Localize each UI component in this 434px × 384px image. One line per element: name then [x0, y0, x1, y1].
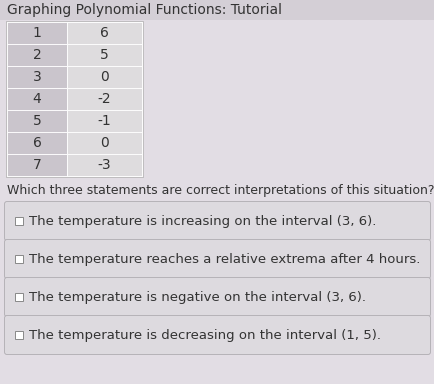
- Bar: [7, 88, 67, 110]
- Bar: [15, 331, 23, 339]
- Bar: [67, 66, 141, 88]
- Text: 0: 0: [100, 136, 108, 150]
- Text: -2: -2: [98, 92, 111, 106]
- Bar: [67, 132, 141, 154]
- Bar: [7, 66, 67, 88]
- Bar: [0, 0, 434, 20]
- Bar: [7, 132, 67, 154]
- FancyBboxPatch shape: [4, 278, 430, 316]
- Text: The temperature is decreasing on the interval (1, 5).: The temperature is decreasing on the int…: [29, 328, 380, 341]
- Text: -3: -3: [98, 158, 111, 172]
- Text: Which three statements are correct interpretations of this situation?: Which three statements are correct inter…: [7, 184, 434, 197]
- Bar: [67, 44, 141, 66]
- Bar: [67, 110, 141, 132]
- Text: 1: 1: [33, 26, 41, 40]
- FancyBboxPatch shape: [4, 202, 430, 240]
- Text: 2: 2: [33, 48, 41, 62]
- Text: The temperature is negative on the interval (3, 6).: The temperature is negative on the inter…: [29, 291, 365, 303]
- Bar: [67, 22, 141, 44]
- Text: Graphing Polynomial Functions: Tutorial: Graphing Polynomial Functions: Tutorial: [7, 3, 281, 17]
- Bar: [7, 110, 67, 132]
- Bar: [15, 217, 23, 225]
- Text: -1: -1: [97, 114, 111, 128]
- Text: The temperature reaches a relative extrema after 4 hours.: The temperature reaches a relative extre…: [29, 253, 419, 265]
- Text: 4: 4: [33, 92, 41, 106]
- Bar: [67, 154, 141, 176]
- FancyBboxPatch shape: [4, 240, 430, 278]
- Text: 5: 5: [33, 114, 41, 128]
- Text: 6: 6: [100, 26, 108, 40]
- Bar: [7, 44, 67, 66]
- Text: 6: 6: [33, 136, 41, 150]
- Text: 5: 5: [100, 48, 108, 62]
- Bar: [7, 154, 67, 176]
- Bar: [15, 293, 23, 301]
- Text: The temperature is increasing on the interval (3, 6).: The temperature is increasing on the int…: [29, 215, 375, 227]
- Text: 3: 3: [33, 70, 41, 84]
- Bar: [6, 21, 143, 177]
- Bar: [15, 255, 23, 263]
- Bar: [7, 22, 67, 44]
- Bar: [67, 88, 141, 110]
- Text: 7: 7: [33, 158, 41, 172]
- Text: 0: 0: [100, 70, 108, 84]
- FancyBboxPatch shape: [4, 316, 430, 354]
